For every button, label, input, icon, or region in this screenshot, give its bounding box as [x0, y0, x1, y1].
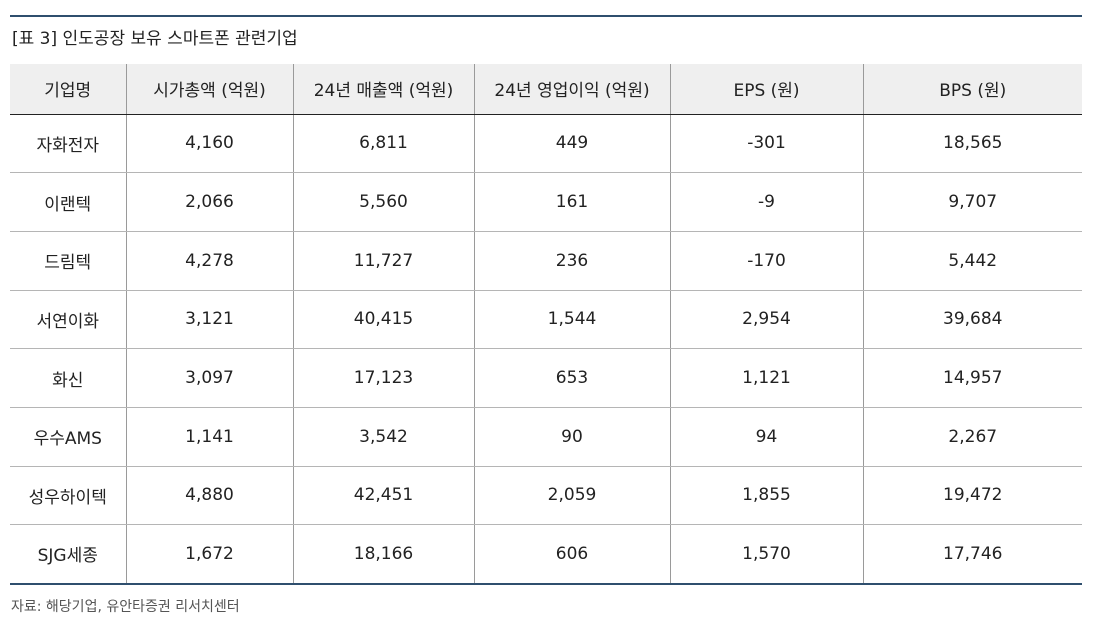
cell-company: 화신	[10, 348, 126, 408]
cell-company: 드림텍	[10, 231, 126, 291]
cell-bps: 39,684	[862, 290, 1082, 350]
table-row: 성우하이텍 4,880 42,451 2,059 1,855 19,472	[10, 466, 1082, 526]
table-row: SJG세종 1,672 18,166 606 1,570 17,746	[10, 524, 1082, 585]
cell-bps: 18,565	[862, 114, 1082, 174]
cell-eps: -301	[669, 114, 863, 174]
table-row: 드림텍 4,278 11,727 236 -170 5,442	[10, 231, 1082, 291]
cell-bps: 14,957	[862, 348, 1082, 408]
cell-company: SJG세종	[10, 524, 126, 585]
cell-eps: -9	[669, 172, 863, 232]
table-row: 우수AMS 1,141 3,542 90 94 2,267	[10, 407, 1082, 467]
cell-company: 자화전자	[10, 114, 126, 174]
cell-revenue: 11,727	[292, 231, 474, 291]
table-row: 자화전자 4,160 6,811 449 -301 18,565	[10, 114, 1082, 174]
header-row: 기업명 시가총액 (억원) 24년 매출액 (억원) 24년 영업이익 (억원)…	[10, 64, 1082, 115]
table-row: 이랜텍 2,066 5,560 161 -9 9,707	[10, 172, 1082, 232]
table-row: 서연이화 3,121 40,415 1,544 2,954 39,684	[10, 290, 1082, 350]
cell-operating-profit: 161	[473, 172, 670, 232]
cell-operating-profit: 2,059	[473, 466, 670, 526]
cell-eps: 1,121	[669, 348, 863, 408]
cell-revenue: 40,415	[292, 290, 474, 350]
cell-bps: 9,707	[862, 172, 1082, 232]
cell-revenue: 3,542	[292, 407, 474, 467]
cell-eps: 1,855	[669, 466, 863, 526]
cell-bps: 17,746	[862, 524, 1082, 585]
header-company: 기업명	[10, 64, 126, 115]
cell-operating-profit: 653	[473, 348, 670, 408]
source-note: 자료: 해당기업, 유안타증권 리서치센터	[11, 599, 240, 615]
cell-revenue: 6,811	[292, 114, 474, 174]
header-market-cap: 시가총액 (억원)	[125, 64, 293, 115]
cell-market-cap: 2,066	[125, 172, 293, 232]
cell-market-cap: 1,672	[125, 524, 293, 585]
cell-company: 이랜텍	[10, 172, 126, 232]
header-bps: BPS (원)	[862, 64, 1082, 115]
cell-eps: -170	[669, 231, 863, 291]
table-title: [표 3] 인도공장 보유 스마트폰 관련기업	[12, 29, 298, 49]
cell-market-cap: 3,097	[125, 348, 293, 408]
cell-bps: 19,472	[862, 466, 1082, 526]
header-eps: EPS (원)	[669, 64, 863, 115]
top-rule	[10, 15, 1082, 17]
header-revenue: 24년 매출액 (억원)	[292, 64, 474, 115]
cell-revenue: 5,560	[292, 172, 474, 232]
cell-company: 우수AMS	[10, 407, 126, 467]
cell-operating-profit: 606	[473, 524, 670, 585]
table-row: 화신 3,097 17,123 653 1,121 14,957	[10, 348, 1082, 408]
cell-eps: 2,954	[669, 290, 863, 350]
cell-company: 성우하이텍	[10, 466, 126, 526]
cell-market-cap: 1,141	[125, 407, 293, 467]
cell-operating-profit: 236	[473, 231, 670, 291]
cell-bps: 2,267	[862, 407, 1082, 467]
cell-market-cap: 3,121	[125, 290, 293, 350]
cell-company: 서연이화	[10, 290, 126, 350]
cell-revenue: 18,166	[292, 524, 474, 585]
cell-operating-profit: 1,544	[473, 290, 670, 350]
cell-operating-profit: 449	[473, 114, 670, 174]
cell-revenue: 17,123	[292, 348, 474, 408]
cell-eps: 1,570	[669, 524, 863, 585]
cell-revenue: 42,451	[292, 466, 474, 526]
cell-eps: 94	[669, 407, 863, 467]
cell-market-cap: 4,278	[125, 231, 293, 291]
cell-market-cap: 4,880	[125, 466, 293, 526]
cell-market-cap: 4,160	[125, 114, 293, 174]
header-operating-profit: 24년 영업이익 (억원)	[473, 64, 670, 115]
company-table: 기업명 시가총액 (억원) 24년 매출액 (억원) 24년 영업이익 (억원)…	[10, 64, 1082, 585]
cell-bps: 5,442	[862, 231, 1082, 291]
cell-operating-profit: 90	[473, 407, 670, 467]
